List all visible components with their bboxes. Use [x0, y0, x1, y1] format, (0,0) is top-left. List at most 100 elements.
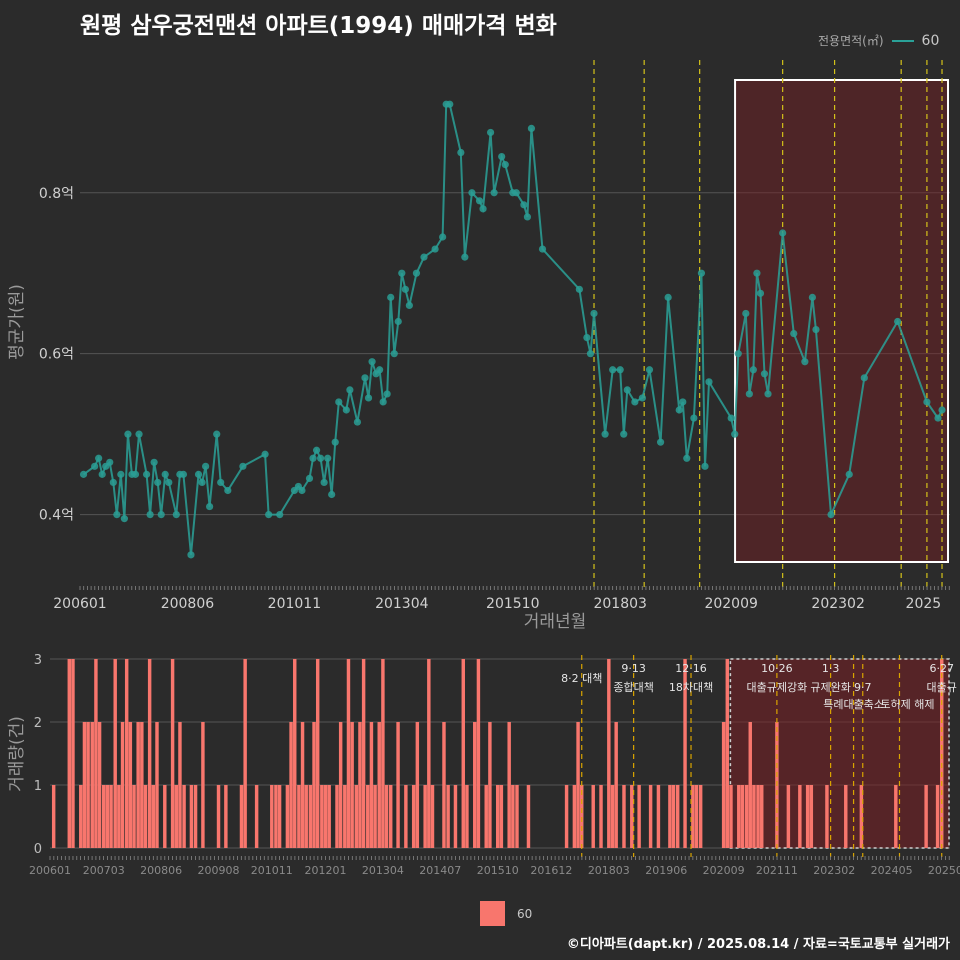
- price-point-113: [756, 289, 765, 297]
- volume-x-tick-label-5: 201201: [305, 864, 347, 877]
- price-point-61: [398, 269, 406, 277]
- price-point-94: [631, 398, 639, 406]
- volume-bar-46: [308, 785, 313, 848]
- volume-bar-125: [825, 785, 829, 848]
- price-point-92: [620, 430, 628, 438]
- price-x-tick-label-0: 200601: [53, 596, 106, 612]
- price-point-101: [683, 454, 691, 462]
- volume-bar-89: [564, 785, 569, 848]
- price-point-26: [198, 478, 206, 487]
- price-point-73: [475, 197, 484, 205]
- volume-policy-text-7: 토허제 해제: [880, 697, 934, 711]
- volume-bar-71: [423, 785, 427, 848]
- price-point-16: [150, 458, 158, 466]
- volume-bar-111: [725, 659, 730, 848]
- volume-bar-87: [515, 785, 519, 848]
- price-point-93: [623, 386, 631, 394]
- volume-bar-41: [289, 722, 293, 848]
- volume-bar-129: [924, 785, 928, 848]
- volume-bar-10: [105, 785, 110, 848]
- volume-bar-110: [721, 722, 726, 848]
- price-point-47: [335, 398, 343, 406]
- volume-bar-84: [499, 785, 504, 848]
- volume-bar-15: [124, 659, 129, 848]
- volume-bar-30: [193, 785, 198, 848]
- price-point-32: [239, 462, 247, 470]
- volume-bar-114: [740, 785, 745, 848]
- volume-bar-98: [622, 785, 626, 848]
- volume-bar-29: [189, 785, 194, 848]
- volume-bar-60: [366, 785, 370, 848]
- price-x-tick-label-5: 201803: [593, 596, 646, 612]
- bottom-legend-swatch: [480, 901, 505, 926]
- volume-policy-text-0: 8·2 대책: [561, 672, 602, 685]
- volume-bar-14: [120, 722, 125, 848]
- volume-bar-102: [656, 785, 661, 848]
- price-point-98: [664, 293, 672, 301]
- volume-bar-8: [97, 722, 102, 848]
- volume-bar-38: [274, 785, 278, 848]
- price-point-2: [95, 454, 103, 462]
- volume-x-tick-label-3: 200908: [198, 864, 240, 877]
- price-point-90: [609, 366, 617, 374]
- price-point-0: [79, 470, 88, 478]
- volume-bar-59: [361, 659, 366, 848]
- price-point-15: [146, 511, 154, 519]
- price-y-axis-title: 평균가(원): [7, 284, 27, 360]
- volume-bar-3: [79, 785, 83, 848]
- price-point-87: [586, 350, 595, 358]
- volume-bar-58: [358, 722, 362, 848]
- price-point-97: [656, 438, 665, 446]
- volume-policy-date-3: 10·26: [761, 662, 793, 675]
- legend-line-swatch: [891, 39, 914, 42]
- price-point-29: [213, 430, 221, 438]
- volume-bar-113: [737, 785, 741, 848]
- volume-bar-127: [859, 785, 864, 848]
- volume-bar-104: [671, 785, 676, 848]
- volume-bar-123: [805, 785, 810, 848]
- volume-bar-103: [668, 785, 672, 848]
- price-point-46: [331, 438, 339, 446]
- volume-bar-49: [320, 785, 324, 848]
- bottom-legend-label: 60: [517, 906, 533, 921]
- price-y-tick-label-1: 0.6억: [39, 347, 74, 363]
- volume-bar-131: [940, 659, 944, 848]
- volume-bar-81: [484, 785, 488, 848]
- volume-bar-124: [809, 785, 814, 848]
- price-point-18: [157, 511, 165, 519]
- price-point-31: [224, 486, 232, 495]
- price-point-45: [328, 490, 336, 499]
- volume-bar-67: [396, 722, 400, 848]
- price-point-83: [527, 124, 536, 132]
- price-point-52: [364, 394, 373, 402]
- volume-policy-text-8: 대출규: [927, 681, 957, 694]
- volume-policy-text-5: 9·7: [854, 681, 872, 694]
- volume-bar-70: [415, 722, 420, 848]
- volume-bar-7: [94, 659, 98, 848]
- volume-x-tick-label-9: 201612: [530, 864, 572, 877]
- legend-area-label: 전용면적(㎡): [818, 34, 884, 48]
- volume-bar-80: [476, 659, 481, 848]
- volume-y-tick-label-3: 3: [34, 653, 42, 668]
- price-point-124: [894, 317, 902, 326]
- volume-policy-text-6: 특례대출축소: [823, 698, 884, 711]
- volume-bar-112: [729, 785, 733, 848]
- volume-bar-126: [844, 785, 848, 848]
- price-point-111: [749, 366, 757, 374]
- volume-x-tick-label-12: 202009: [703, 864, 745, 877]
- volume-bar-116: [748, 722, 752, 848]
- price-x-tick-label-2: 201011: [268, 596, 321, 612]
- volume-bar-52: [335, 785, 339, 848]
- price-point-100: [679, 398, 687, 406]
- price-point-12: [131, 470, 140, 478]
- price-point-8: [117, 470, 125, 478]
- price-point-86: [583, 333, 591, 342]
- volume-bar-73: [430, 785, 435, 848]
- price-point-121: [827, 511, 835, 519]
- price-point-85: [575, 285, 583, 293]
- volume-bar-92: [580, 785, 584, 848]
- price-point-81: [520, 201, 528, 209]
- price-point-62: [401, 285, 409, 293]
- volume-bar-23: [155, 722, 159, 848]
- volume-bar-35: [243, 659, 247, 848]
